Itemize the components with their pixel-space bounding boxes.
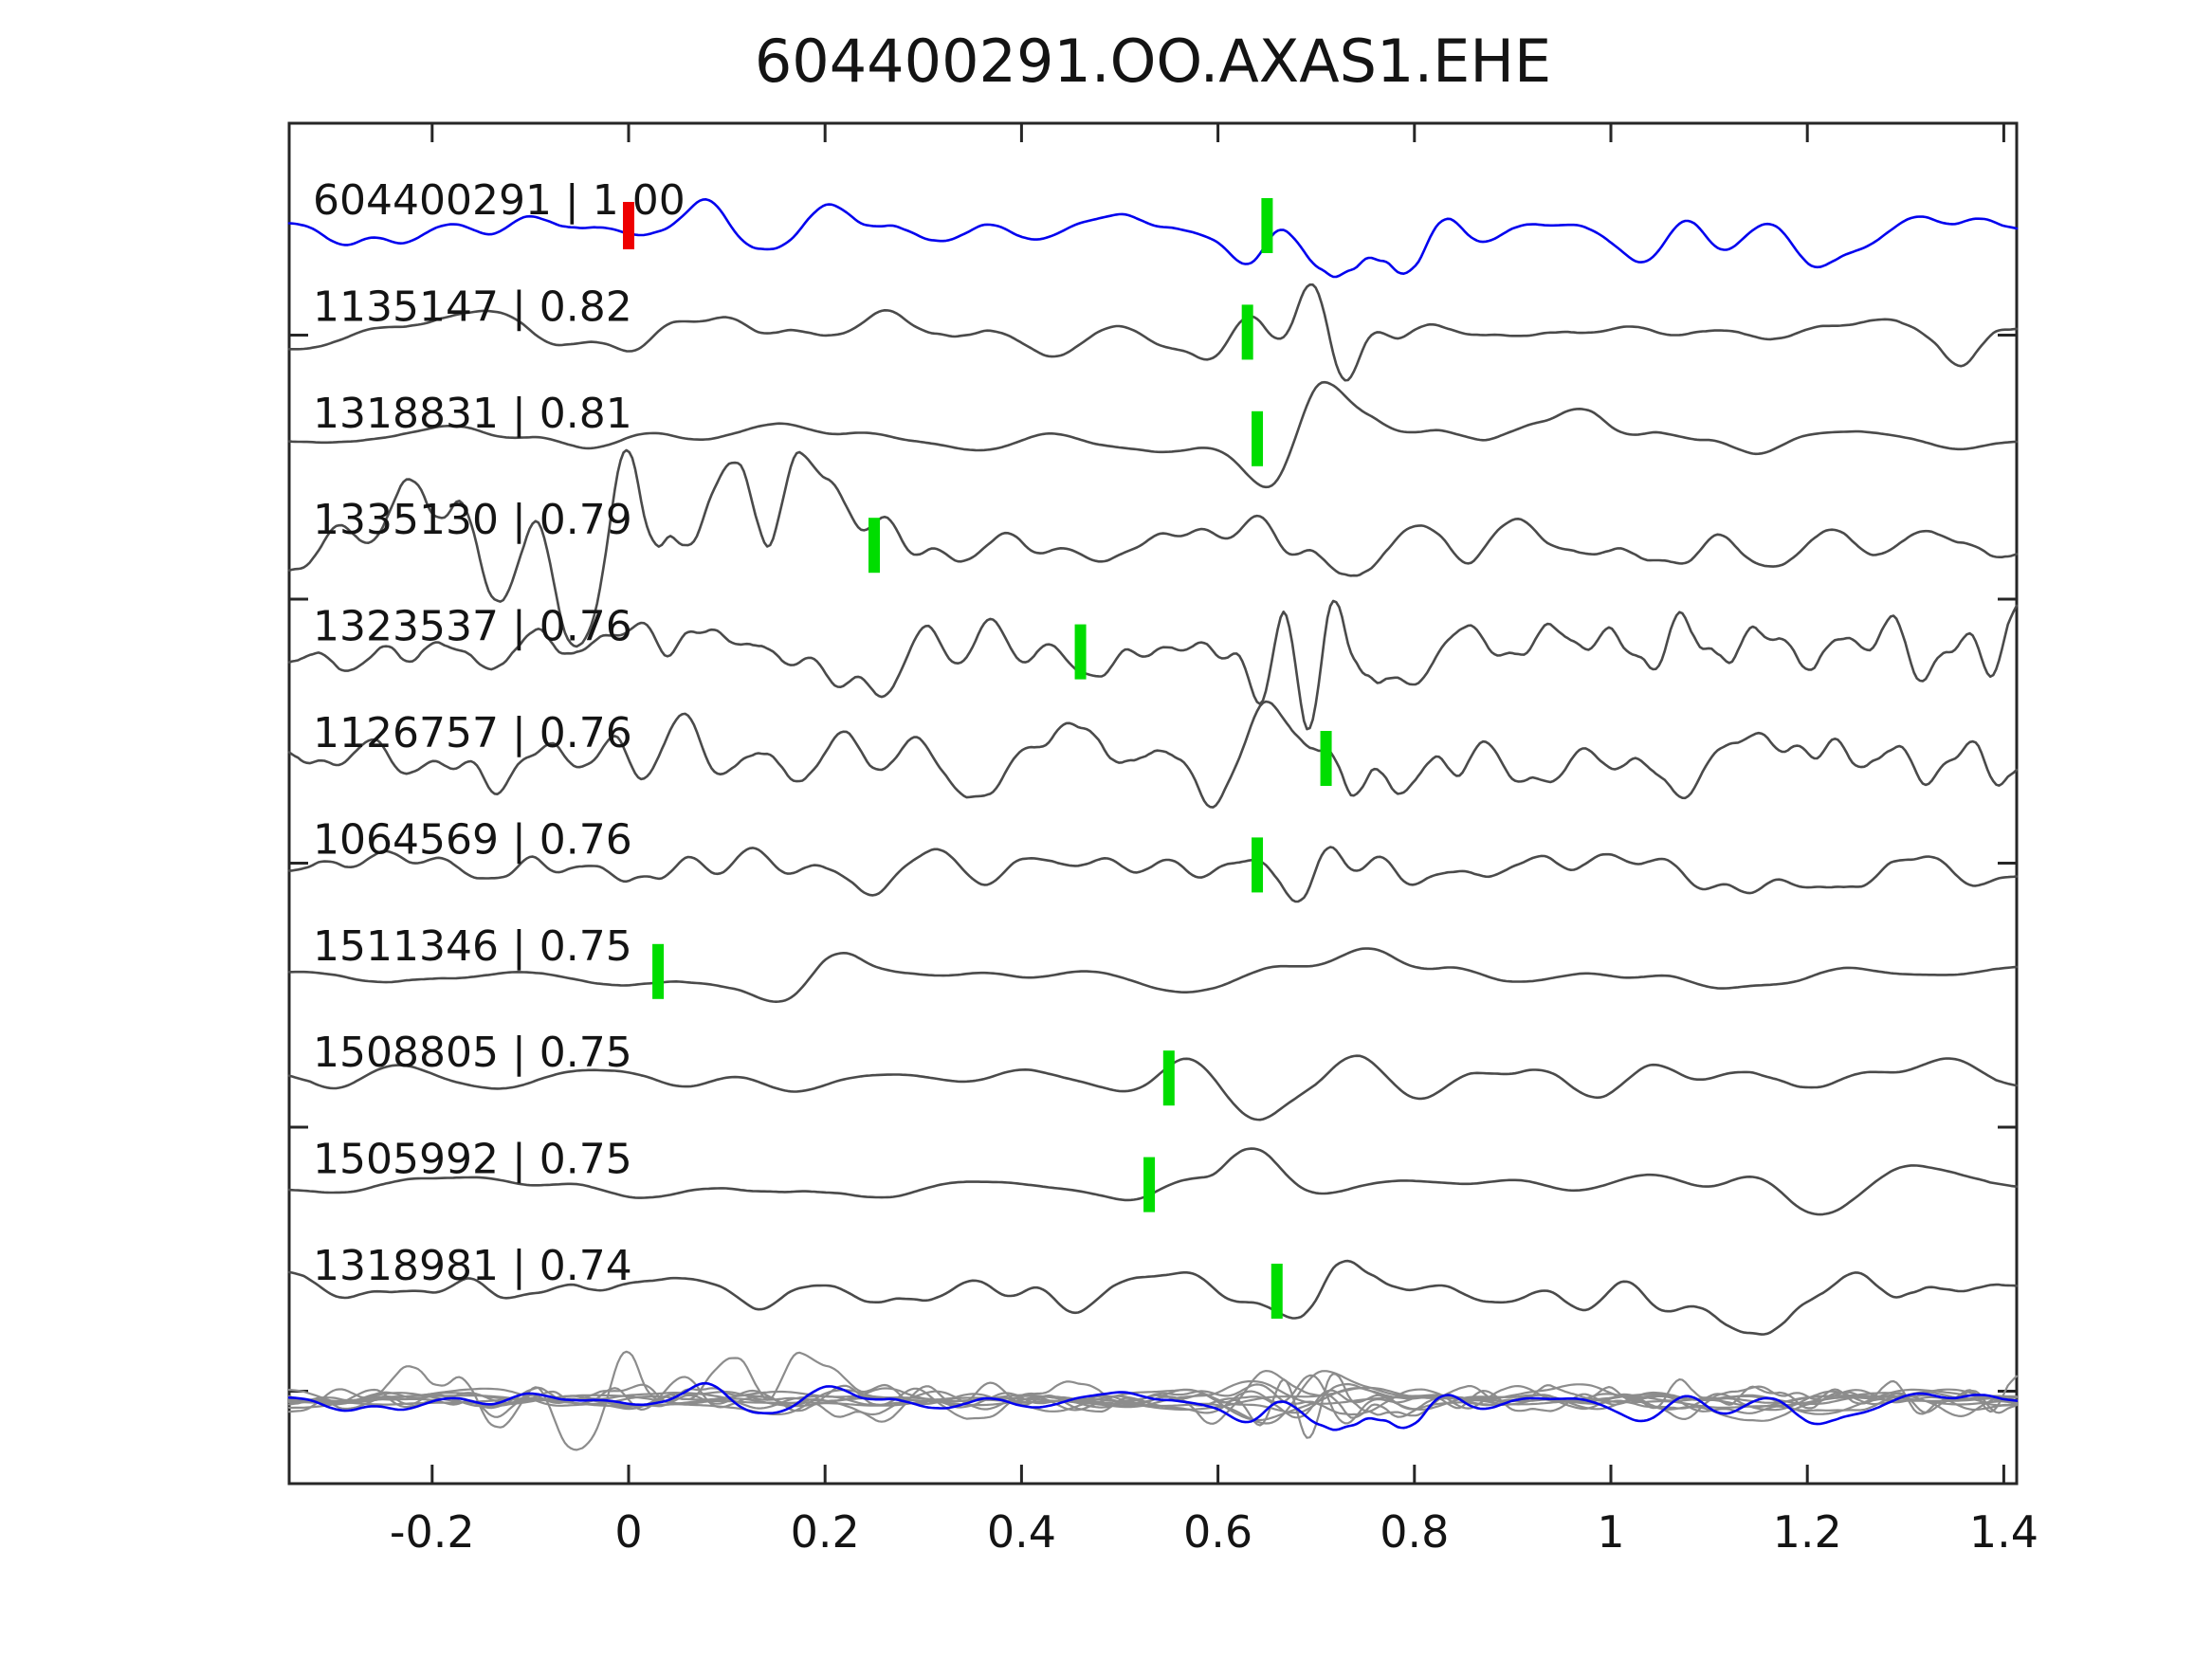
overlay-trace (287, 1379, 2019, 1415)
trace-label: 1511346 | 0.75 (313, 922, 632, 971)
x-tick-label: -0.2 (390, 1506, 475, 1558)
pick-marker (652, 943, 665, 999)
match-trace (287, 700, 2019, 809)
reference-time-marker (623, 202, 634, 249)
x-tick-label: 1 (1597, 1506, 1624, 1558)
pick-marker (1252, 837, 1264, 893)
match-trace (287, 599, 2019, 731)
x-tick-label: 0.4 (987, 1506, 1056, 1558)
match-trace (287, 1259, 2019, 1336)
x-tick-label: 0 (614, 1506, 642, 1558)
pick-marker (1162, 1050, 1175, 1106)
trace-label: 1135147 | 0.82 (313, 283, 632, 331)
x-tick-label: 0.2 (791, 1506, 860, 1558)
match-trace (287, 448, 2019, 648)
x-tick-label: 1.4 (1969, 1506, 2038, 1558)
pick-marker (868, 518, 880, 574)
trace-label: 1508805 | 0.75 (313, 1029, 632, 1077)
overlay-trace (287, 1382, 2019, 1422)
trace-label: 1064569 | 0.76 (313, 815, 632, 864)
trace-label: 1505992 | 0.75 (313, 1136, 632, 1184)
pick-marker (1252, 410, 1264, 466)
reference-trace (287, 198, 2019, 279)
trace-label: 1318981 | 0.74 (313, 1242, 632, 1290)
overlay-trace (287, 1386, 2019, 1416)
match-trace (287, 1054, 2019, 1121)
x-tick-label: 0.8 (1380, 1506, 1449, 1558)
pick-marker (1143, 1157, 1156, 1212)
axes-box (287, 121, 2019, 1486)
pick-marker (1271, 1264, 1283, 1319)
pick-marker (1074, 624, 1087, 680)
trace-label: 1335130 | 0.79 (313, 496, 632, 544)
match-trace (287, 283, 2019, 382)
x-tick-label: 0.6 (1183, 1506, 1252, 1558)
match-trace (287, 947, 2019, 1003)
figure-title: 604400291.OO.AXAS1.EHE (754, 27, 1552, 96)
overlay-reference-trace (287, 1381, 2019, 1431)
pick-marker (1241, 304, 1253, 360)
match-trace (287, 846, 2019, 903)
match-trace (287, 380, 2019, 489)
pick-marker (1261, 198, 1273, 253)
pick-marker (1320, 731, 1332, 786)
trace-label: 1126757 | 0.76 (313, 709, 632, 757)
x-tick-label: 1.2 (1773, 1506, 1842, 1558)
trace-label: 1318831 | 0.81 (313, 390, 632, 438)
trace-label: 1323537 | 0.76 (313, 603, 632, 651)
